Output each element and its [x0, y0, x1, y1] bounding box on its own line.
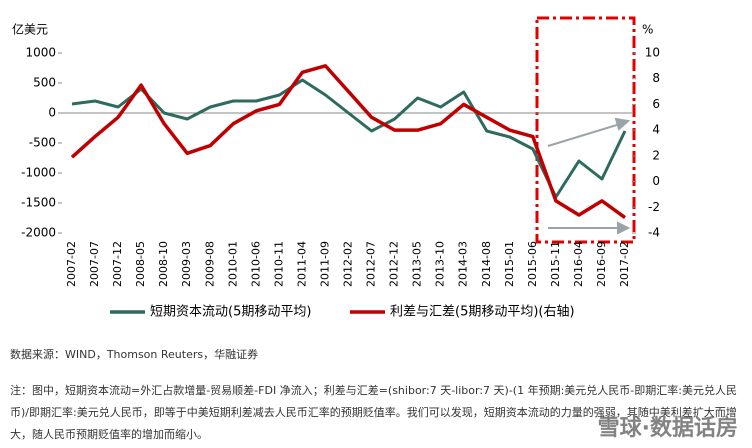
x-tick-label: 2016-04 [572, 241, 585, 287]
note: 注：图中，短期资本流动=外汇占款增量-贸易顺差-FDI 净流入；利差与汇差=(s… [10, 384, 737, 441]
y-tick-label: -2000 [21, 226, 56, 240]
chart: 亿美元 % -2000 -1500 -1000 -500 0 500 1000 -4 -2 0 2 4… [12, 16, 660, 320]
y-tick-label: 0 [48, 106, 56, 120]
y2-tick-label: 10 [645, 46, 660, 60]
y-axis-unit: 亿美元 [12, 22, 48, 37]
trend-arrows [547, 117, 631, 235]
y-tick-label: 500 [33, 76, 56, 90]
series-line [70, 64, 627, 219]
x-tick-label: 2007-07 [88, 241, 101, 287]
x-tick-label: 2012-07 [365, 241, 378, 287]
x-tick-label: 2015-01 [503, 241, 516, 287]
x-tick-label: 2014-03 [457, 241, 470, 287]
x-tick-label: 2016-09 [595, 241, 608, 287]
y2-tick-label: 0 [652, 174, 660, 188]
y2-axis-unit: % [642, 23, 653, 37]
x-tick-label: 2010-01 [226, 241, 239, 287]
y2-tick-label: 2 [652, 148, 660, 162]
y2-tick-label: -2 [648, 200, 660, 214]
legend-label: 利差与汇差(5期移动平均)(右轴) [390, 305, 575, 320]
y2-tick-label: 6 [652, 97, 660, 111]
x-tick-label: 2012-02 [342, 241, 355, 287]
y2-tick-label: 4 [652, 123, 660, 137]
y-tick-label: -500 [29, 136, 56, 150]
x-tick-label: 2007-02 [65, 241, 78, 287]
x-tick-label: 2008-10 [157, 241, 170, 287]
x-tick-label: 2017-02 [618, 241, 631, 287]
x-tick-label: 2012-12 [388, 241, 401, 287]
watermark: 雪球·数据话房 [597, 416, 738, 441]
y-tick-label: -1000 [21, 166, 56, 180]
x-tick-label: 2015-11 [549, 241, 562, 287]
x-tick-label: 2008-05 [134, 241, 147, 287]
x-tick-label: 2010-11 [272, 241, 285, 287]
x-tick-label: 2011-04 [295, 241, 308, 287]
x-tick-label: 2013-10 [434, 241, 447, 287]
x-tick-label: 2009-03 [180, 241, 193, 287]
highlight-box [535, 16, 636, 244]
series-line [71, 78, 627, 199]
y2-tick-label: -4 [648, 226, 660, 240]
x-tick-label: 2007-12 [111, 241, 124, 287]
legend-label: 短期资本流动(5期移动平均) [150, 305, 311, 320]
x-tick-label: 2015-06 [526, 241, 539, 287]
y-tick-label: -1500 [21, 196, 56, 210]
y2-tick-label: 8 [652, 71, 660, 85]
x-tick-label: 2011-09 [318, 241, 331, 287]
x-tick-label: 2010-06 [249, 241, 262, 287]
x-tick-label: 2014-08 [480, 241, 493, 287]
y-tick-label: 1000 [25, 46, 56, 60]
x-tick-label: 2013-05 [411, 241, 424, 287]
x-tick-label: 2009-08 [203, 241, 216, 287]
source: 数据来源：WIND，Thomson Reuters，华融证券 [10, 348, 259, 361]
